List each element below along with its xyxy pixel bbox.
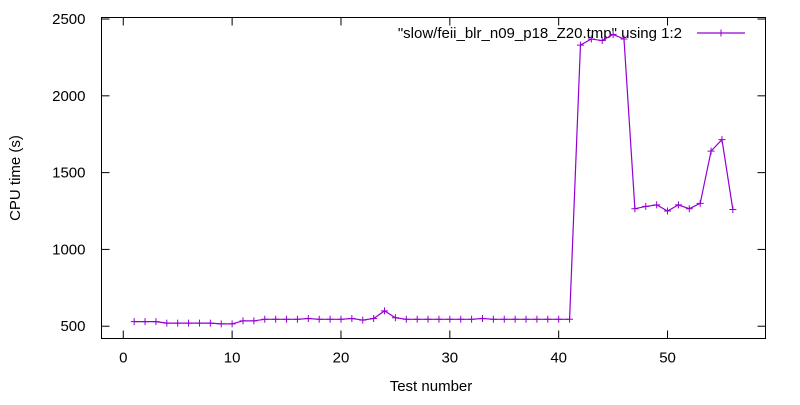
data-point: [522, 315, 530, 323]
data-point: [195, 319, 203, 327]
y-tick-label: 1500: [52, 165, 85, 182]
data-point: [468, 315, 476, 323]
x-tick-label: 20: [333, 350, 350, 367]
data-point: [283, 315, 291, 323]
y-tick-label: 2500: [52, 11, 85, 28]
data-point: [359, 316, 367, 324]
data-point: [130, 318, 138, 326]
y-axis: 500 1000 1500 2000 2500: [52, 11, 766, 335]
data-point: [478, 315, 486, 323]
data-point: [337, 315, 345, 323]
legend-label: "slow/feii_blr_n09_p18_Z20.tmp" using 1:…: [398, 25, 682, 42]
data-point: [555, 315, 563, 323]
data-point: [261, 315, 269, 323]
y-tick-label: 500: [60, 318, 85, 335]
data-point: [598, 37, 606, 45]
y-tick-label: 2000: [52, 88, 85, 105]
data-point: [576, 41, 584, 49]
y-tick-label: 1000: [52, 241, 85, 258]
data-point: [174, 319, 182, 327]
x-tick-label: 40: [550, 350, 567, 367]
data-point: [685, 205, 693, 213]
data-point: [664, 207, 672, 215]
data-point: [511, 315, 519, 323]
data-point: [304, 315, 312, 323]
series-line: [134, 33, 734, 325]
data-point: [587, 35, 595, 43]
data-point: [696, 199, 704, 207]
data-point: [413, 315, 421, 323]
data-point: [533, 315, 541, 323]
data-point: [315, 315, 323, 323]
x-axis-label: Test number: [390, 378, 473, 395]
data-point: [620, 35, 628, 43]
data-point: [348, 315, 356, 323]
legend-marker: [717, 29, 725, 37]
data-point: [457, 315, 465, 323]
data-point: [163, 319, 171, 327]
data-point: [217, 320, 225, 328]
data-point: [185, 319, 193, 327]
x-tick-label: 10: [224, 350, 241, 367]
data-point: [489, 315, 497, 323]
data-point: [566, 315, 574, 323]
data-point: [642, 202, 650, 210]
data-point: [674, 201, 682, 209]
data-point: [729, 205, 737, 213]
data-point: [228, 320, 236, 328]
data-point: [500, 315, 508, 323]
data-point: [544, 315, 552, 323]
data-point: [152, 318, 160, 326]
data-point: [424, 315, 432, 323]
x-tick-label: 50: [659, 350, 676, 367]
x-axis: 0 10 20 30 40 50: [119, 17, 676, 367]
x-tick-label: 0: [119, 350, 127, 367]
x-tick-label: 30: [441, 350, 458, 367]
data-point: [370, 315, 378, 323]
data-point: [718, 136, 726, 144]
data-point: [609, 30, 617, 38]
data-point: [631, 205, 639, 213]
data-point: [250, 317, 258, 325]
series-layer: [130, 30, 737, 328]
data-point: [272, 315, 280, 323]
data-point: [293, 315, 301, 323]
data-point: [653, 201, 661, 209]
data-point: [239, 317, 247, 325]
data-point: [381, 307, 389, 315]
y-axis-label: CPU time (s): [7, 135, 24, 221]
data-point: [435, 315, 443, 323]
data-point: [326, 315, 334, 323]
legend: "slow/feii_blr_n09_p18_Z20.tmp" using 1:…: [398, 25, 745, 42]
data-point: [141, 318, 149, 326]
data-point: [402, 315, 410, 323]
data-point: [446, 315, 454, 323]
data-point: [707, 147, 715, 155]
data-point: [391, 314, 399, 322]
plot-frame: [101, 17, 766, 339]
data-point: [206, 319, 214, 327]
